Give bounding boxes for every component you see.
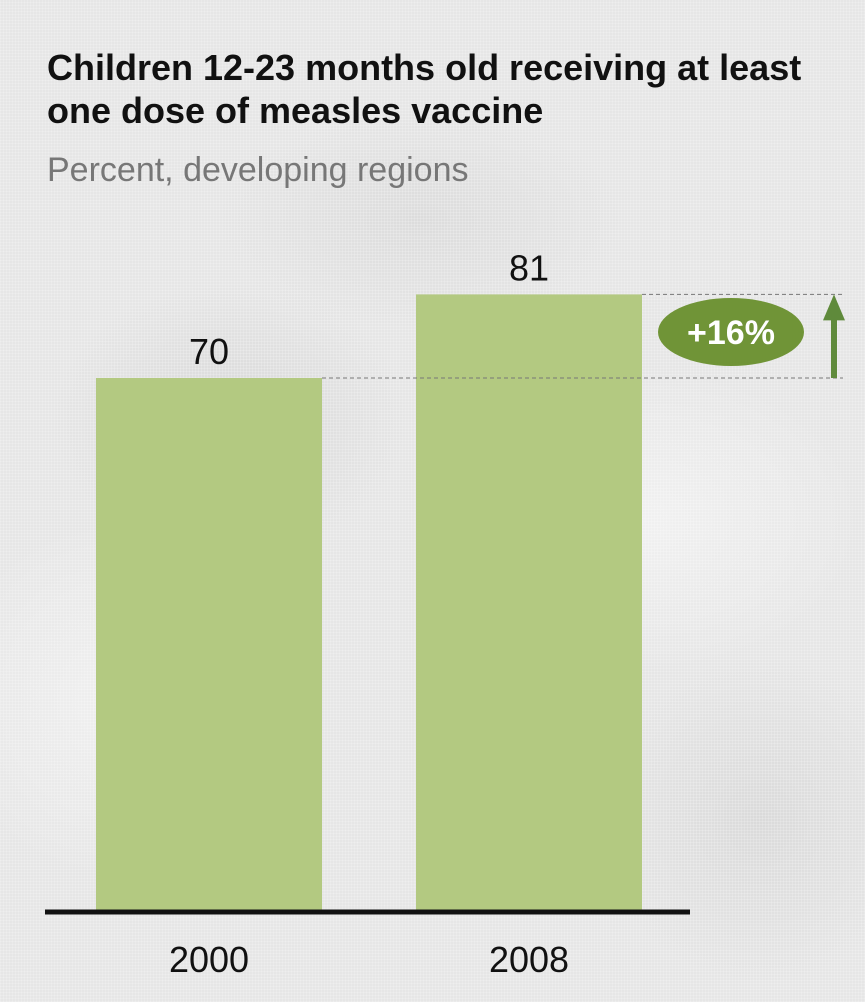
value-label-2000: 70 — [189, 331, 229, 372]
change-annotation: +16% — [658, 294, 845, 378]
bars-group — [96, 294, 642, 910]
category-label-2008: 2008 — [489, 939, 569, 980]
value-label-2008: 81 — [509, 247, 549, 288]
guides-group — [322, 293, 843, 379]
change-badge — [658, 298, 804, 366]
change-label: +16% — [687, 314, 775, 352]
chart-subtitle: Percent, developing regions — [47, 151, 469, 189]
increase-arrow-icon — [823, 294, 845, 321]
bar-2008 — [416, 294, 642, 910]
labels-group: 70 2000 81 2008 — [169, 247, 569, 980]
bar-2000 — [96, 378, 322, 910]
chart-title: Children 12-23 months old receiving at l… — [47, 47, 802, 131]
category-label-2000: 2000 — [169, 939, 249, 980]
